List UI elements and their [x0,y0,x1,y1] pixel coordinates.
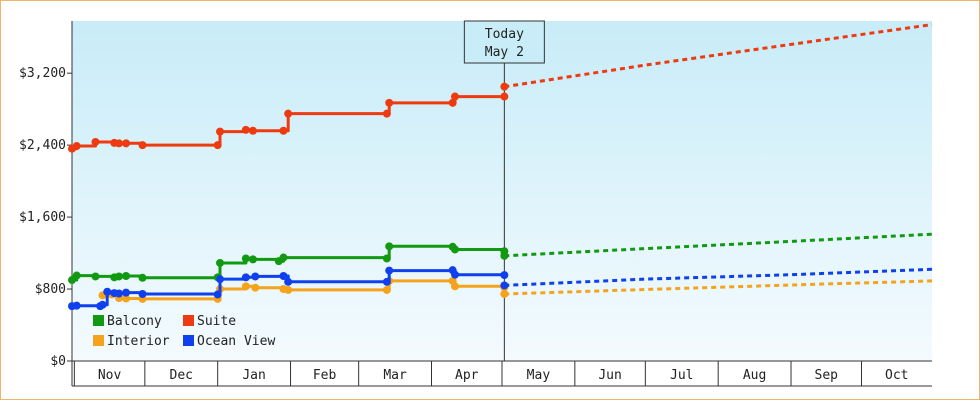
data-point-suite [279,126,288,135]
data-point-suite [500,92,509,101]
data-point-balcony [72,271,81,280]
forecast-line-suite [504,23,933,89]
legend-label-interior: Interior [107,334,170,349]
data-point-interior [122,294,131,303]
data-point-interior [241,282,250,291]
data-point-balcony [216,258,225,267]
data-point-balcony [382,254,391,263]
y-tick-label: $800 [35,282,66,297]
data-point-suite [284,109,293,118]
y-axis: $0 $800 $1,600 $2,400 $3,200 [19,21,73,386]
data-point-ocean-view [72,301,81,310]
x-tick-label: Oct [885,368,908,383]
y-tick-label: $1,600 [19,210,66,225]
data-point-suite [248,126,257,135]
data-point-suite [382,109,391,118]
x-tick-label: Dec [170,368,193,383]
data-point-suite [451,92,460,101]
data-point-suite [448,98,457,107]
plot-background [72,21,932,361]
data-point-ocean-view [284,277,293,286]
data-point-balcony [279,253,288,262]
data-point-suite [122,139,131,148]
data-point-ocean-view [122,288,131,297]
forecast-start-point-ocean-view [500,281,509,290]
legend-swatch-suite [183,315,194,326]
x-tick-label: Aug [743,368,766,383]
x-tick-label: Feb [313,368,337,383]
data-point-ocean-view [114,289,123,298]
data-point-suite [216,127,225,136]
data-point-suite [241,125,250,134]
data-point-suite [213,141,222,150]
legend-label-balcony: Balcony [107,314,162,329]
data-point-balcony [241,254,250,263]
data-point-ocean-view [216,275,225,284]
data-point-balcony [385,242,394,251]
data-point-ocean-view [500,271,509,280]
data-point-suite [385,98,394,107]
today-label: Today [485,27,524,42]
data-point-interior [451,282,460,291]
series-balcony [68,232,933,285]
x-tick-label: Jun [598,368,621,383]
today-date-label: May 2 [485,45,524,60]
data-point-ocean-view [98,300,107,309]
data-point-ocean-view [241,273,250,282]
data-point-interior [284,285,293,294]
forecast-start-point-interior [500,289,509,298]
data-point-suite [91,137,100,146]
data-point-ocean-view [451,270,460,279]
x-tick-label: Jul [670,368,693,383]
series-layer [68,23,933,311]
data-point-ocean-view [213,290,222,299]
data-point-ocean-view [382,277,391,286]
forecast-start-point-balcony [500,251,509,260]
x-tick-label: Mar [383,368,407,383]
legend-swatch-balcony [93,315,104,326]
legend-swatch-ocean-view [183,335,194,346]
y-tick-label: $2,400 [19,138,66,153]
data-point-ocean-view [385,266,394,275]
x-tick-label: Nov [98,368,122,383]
data-point-balcony [451,245,460,254]
x-tick-label: Apr [455,368,479,383]
x-tick-label: May [527,368,551,383]
data-point-suite [138,141,147,150]
y-tick-label: $0 [50,354,66,369]
data-point-interior [251,283,260,292]
data-point-ocean-view [103,287,112,296]
today-marker: Today May 2 [463,20,545,361]
data-point-balcony [122,272,131,280]
forecast-start-point-suite [500,82,509,91]
legend: Balcony Suite Interior Ocean View [93,314,275,349]
legend-label-ocean-view: Ocean View [197,334,275,349]
data-point-ocean-view [138,289,147,298]
today-label-box [463,20,545,64]
series-ocean-view [68,266,933,311]
x-tick-label: Sep [815,368,839,383]
data-point-ocean-view [251,272,260,281]
data-point-suite [114,139,123,148]
series-suite [68,23,933,153]
data-point-balcony [248,255,257,264]
legend-swatch-interior [93,335,104,346]
data-point-suite [72,142,81,151]
data-point-balcony [138,273,147,282]
x-tick-label: Jan [242,368,265,383]
data-point-balcony [91,272,100,281]
data-point-ocean-view [279,272,288,280]
legend-label-suite: Suite [197,314,236,329]
x-axis: Nov Dec Jan Feb Mar Apr May Jun Jul Aug Sep Oct [72,360,932,387]
y-tick-label: $3,200 [19,66,66,81]
data-point-interior [382,285,391,294]
data-point-balcony [114,272,123,281]
